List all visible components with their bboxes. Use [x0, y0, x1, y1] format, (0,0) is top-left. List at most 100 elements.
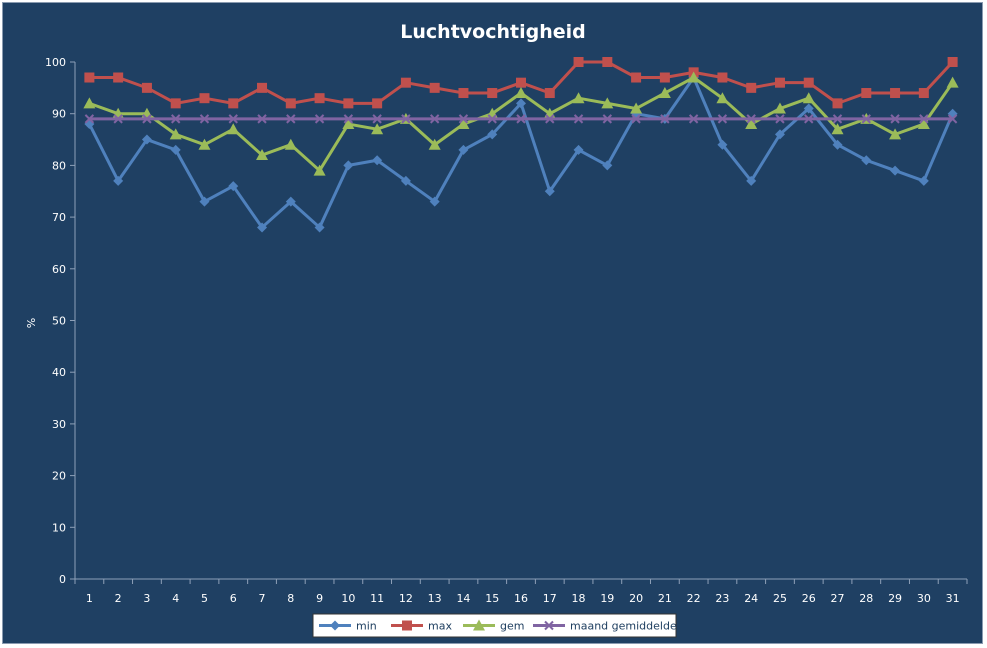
data-point-maand-gemiddelde [746, 114, 756, 124]
data-point-gem [745, 118, 758, 130]
data-point-max [343, 98, 354, 109]
data-point-min [400, 175, 411, 186]
data-point-maand-gemiddelde-stroke [286, 114, 296, 124]
data-point-max [918, 88, 929, 99]
data-point-maand-gemiddelde [372, 114, 382, 124]
data-point-maand-gemiddelde-stroke [487, 114, 497, 124]
data-point-maand-gemiddelde-stroke [861, 114, 871, 124]
x-tick-label: 18 [572, 592, 586, 605]
data-point-min [832, 139, 843, 150]
data-point-gem [601, 97, 614, 109]
data-point-maand-gemiddelde [861, 114, 871, 124]
data-point-max [717, 72, 728, 83]
x-tick-label: 8 [287, 592, 294, 605]
data-point-max [113, 72, 124, 83]
data-point-gem [831, 123, 844, 135]
data-point-gem [917, 118, 930, 130]
data-point-maand-gemiddelde [602, 114, 613, 124]
legend-marker-min [330, 620, 340, 631]
x-tick-label: 1 [86, 592, 93, 605]
x-tick-label: 11 [370, 592, 384, 605]
data-point-min [285, 196, 296, 207]
data-point-max [602, 57, 613, 67]
data-point-gem [457, 118, 470, 130]
data-point-maand-gemiddelde [804, 114, 814, 124]
data-point-max [228, 98, 239, 109]
data-point-max [199, 93, 210, 104]
x-tick-label: 7 [259, 592, 266, 605]
data-point-max [659, 72, 670, 83]
data-point-min [544, 186, 555, 197]
x-tick-label: 5 [201, 592, 208, 605]
x-tick-label: 13 [428, 592, 442, 605]
data-point-max [141, 82, 152, 93]
data-point-gem [169, 128, 182, 140]
data-point-min [372, 155, 383, 166]
data-point-maand-gemiddelde-stroke [660, 114, 670, 124]
data-point-min [141, 134, 152, 145]
data-point-maand-gemiddelde [228, 114, 238, 124]
data-point-gem [371, 123, 384, 135]
x-tick-label: 26 [802, 592, 816, 605]
data-point-min [861, 155, 872, 166]
data-point-max [400, 77, 411, 88]
y-tick-label: 10 [52, 521, 66, 534]
series-gem [83, 71, 959, 176]
legend-label-min: min [356, 620, 377, 633]
legend-marker-max [402, 620, 412, 631]
data-point-min [487, 129, 498, 140]
data-point-max [803, 77, 814, 88]
data-point-max [516, 77, 526, 88]
x-tick-label: 22 [687, 592, 701, 605]
data-point-gem [284, 138, 297, 150]
data-point-maand-gemiddelde [314, 114, 325, 124]
legend-label-maand-gemiddelde: maand gemiddelde [570, 620, 677, 633]
data-point-min [84, 119, 95, 130]
data-point-maand-gemiddelde [545, 114, 555, 124]
data-point-min [573, 144, 584, 155]
data-point-gem [198, 138, 211, 150]
data-point-gem [227, 123, 240, 135]
data-point-maand-gemiddelde-stroke [142, 114, 152, 124]
data-point-max [746, 82, 757, 93]
legend-marker-maand-gemiddelde-stroke [544, 620, 554, 631]
data-point-max [947, 57, 958, 67]
x-tick-label: 30 [917, 592, 931, 605]
data-point-maand-gemiddelde-stroke [832, 114, 843, 124]
x-tick-label: 29 [888, 592, 902, 605]
data-point-maand-gemiddelde-stroke [631, 114, 641, 124]
x-tick-label: 4 [172, 592, 179, 605]
data-point-maand-gemiddelde [832, 114, 843, 124]
data-point-maand-gemiddelde-stroke [804, 114, 814, 124]
x-tick-label: 12 [399, 592, 413, 605]
y-axis-title: % [25, 318, 38, 328]
y-tick-label: 50 [52, 315, 66, 328]
x-tick-label: 24 [744, 592, 758, 605]
series-max [84, 57, 958, 109]
data-point-min [199, 196, 210, 207]
data-point-gem [83, 97, 96, 109]
y-tick-label: 40 [52, 366, 66, 379]
data-point-maand-gemiddelde-stroke [890, 114, 900, 124]
x-tick-label: 15 [485, 592, 499, 605]
data-point-min [257, 222, 268, 233]
data-point-gem [773, 102, 786, 114]
y-tick-label: 70 [52, 211, 66, 224]
x-tick-label: 23 [715, 592, 729, 605]
x-tick-label: 25 [773, 592, 787, 605]
y-tick-label: 0 [59, 573, 66, 586]
x-tick-label: 28 [859, 592, 873, 605]
data-point-min [113, 175, 124, 186]
data-point-maand-gemiddelde [660, 114, 670, 124]
data-point-maand-gemiddelde [199, 114, 210, 124]
data-point-min [429, 196, 440, 207]
data-point-max [84, 72, 95, 83]
data-point-min [890, 165, 901, 176]
data-point-gem [256, 149, 269, 161]
x-tick-label: 10 [341, 592, 355, 605]
data-point-maand-gemiddelde [171, 114, 181, 124]
data-point-gem [687, 71, 700, 83]
data-point-maand-gemiddelde [401, 114, 411, 124]
data-point-max [487, 88, 498, 99]
